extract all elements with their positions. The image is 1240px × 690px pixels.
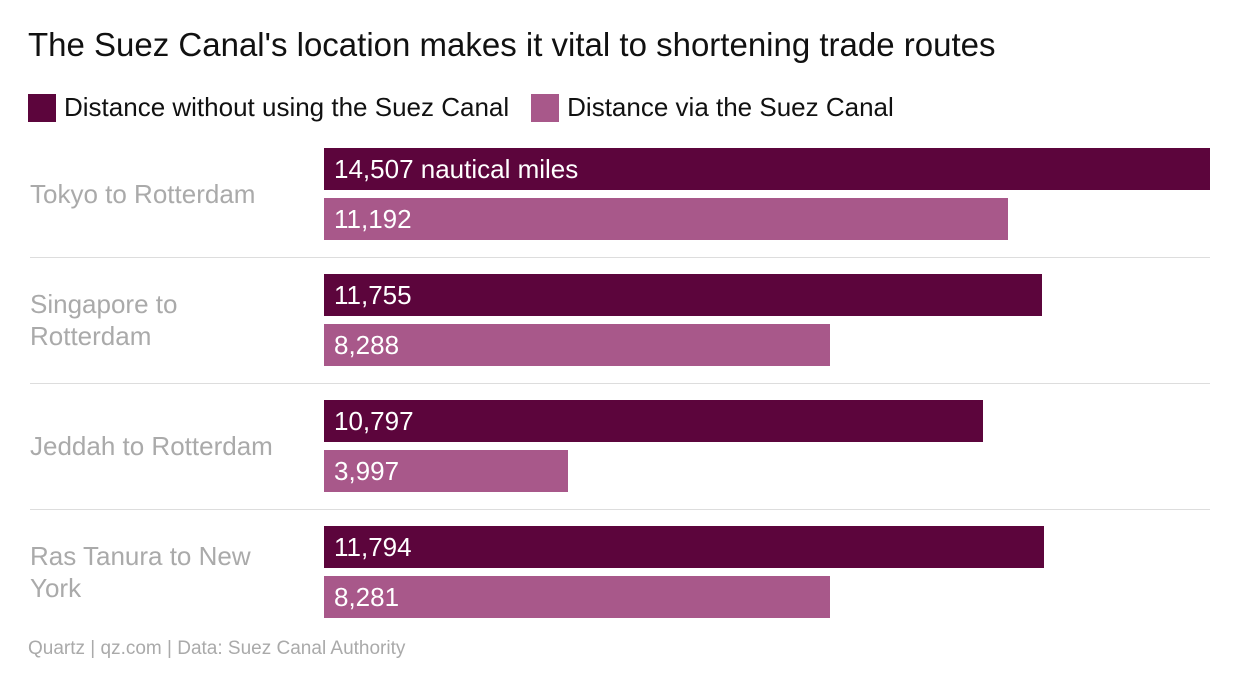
bar: 11,192 <box>324 198 1008 240</box>
value-label: 11,794 <box>334 532 412 562</box>
value-label: 8,281 <box>334 582 400 612</box>
separator <box>30 383 1210 384</box>
value-label: 11,755 <box>334 280 412 310</box>
legend-swatch <box>28 93 56 122</box>
category-label: Singapore to Rotterdam <box>30 289 178 351</box>
chart-title: The Suez Canal's location makes it vital… <box>28 26 996 63</box>
value-label: 3,997 <box>334 456 400 486</box>
value-label: 11,192 <box>334 204 412 234</box>
value-label: 10,797 <box>334 406 414 436</box>
category-label: Tokyo to Rotterdam <box>30 179 256 209</box>
category-label: Jeddah to Rotterdam <box>30 431 273 461</box>
bar: 10,797 <box>324 400 984 442</box>
value-label: 14,507 nautical miles <box>334 154 579 184</box>
value-label: 8,288 <box>334 330 400 360</box>
bar: 11,794 <box>324 526 1045 568</box>
legend-swatch <box>531 93 560 122</box>
separator <box>30 257 1210 258</box>
bar: 11,755 <box>324 274 1042 316</box>
legend-item: Distance via the Suez Canal <box>531 92 894 123</box>
legend-label: Distance via the Suez Canal <box>567 92 894 122</box>
bar: 8,288 <box>324 324 831 366</box>
bar: 14,507 nautical miles <box>324 148 1210 190</box>
category-label: Ras Tanura to New York <box>30 541 251 603</box>
legend-item: Distance without using the Suez Canal <box>28 92 509 123</box>
bar: 3,997 <box>324 450 569 492</box>
legend-label: Distance without using the Suez Canal <box>64 92 510 122</box>
separator <box>30 509 1210 510</box>
bar: 8,281 <box>324 576 830 618</box>
legend: Distance without using the Suez Canal Dis… <box>28 92 916 123</box>
source: Quartz | qz.com | Data: Suez Canal Autho… <box>28 638 406 659</box>
